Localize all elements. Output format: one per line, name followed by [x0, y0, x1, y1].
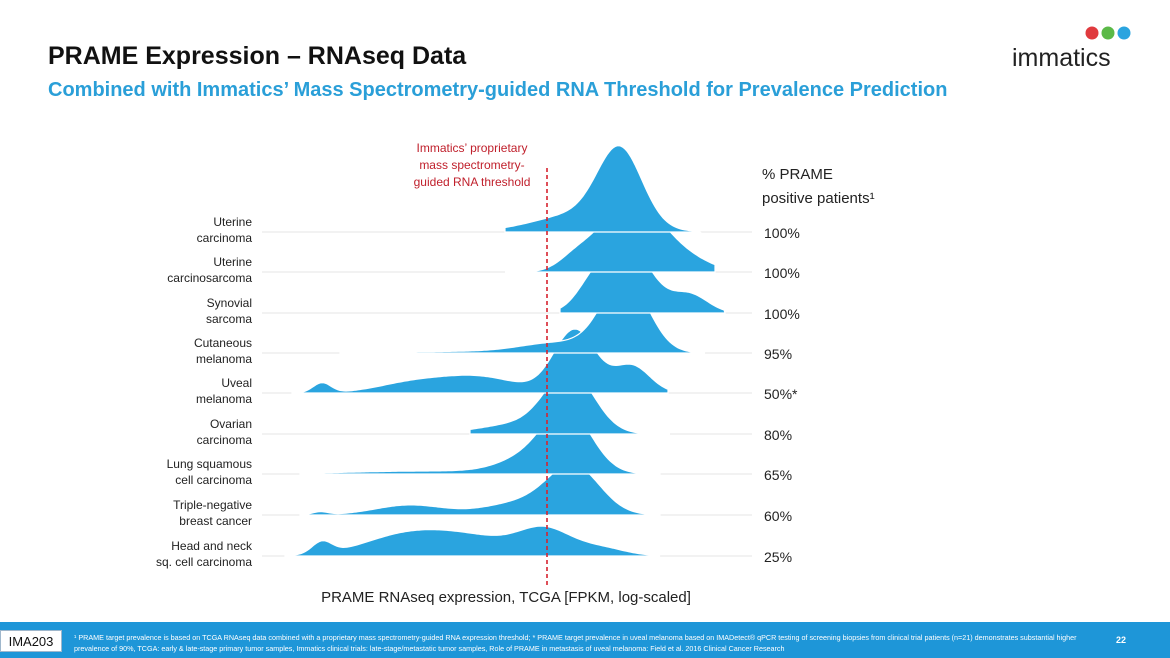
ridge-row — [262, 525, 752, 557]
row-label: Head and neck — [171, 539, 253, 553]
ridges-group — [262, 145, 752, 557]
page-number: 22 — [1116, 635, 1127, 645]
slide-title: PRAME Expression – RNAseq Data — [48, 42, 467, 70]
prevalence-value: 100% — [764, 225, 800, 241]
row-label: Triple-negative — [173, 498, 252, 512]
row-label: Uterine — [213, 215, 252, 229]
prevalence-header-line1: % PRAME — [762, 166, 833, 183]
row-labels: Uterine carcinoma Uterine carcinosarcoma Syn… — [156, 215, 253, 569]
density-curve — [284, 525, 661, 557]
ridge-row — [262, 145, 752, 233]
density-curve — [299, 463, 661, 516]
logo-wordmark: immatics — [1012, 44, 1111, 72]
threshold-label-line: Immatics’ proprietary — [417, 141, 528, 155]
ridge-row — [262, 276, 752, 354]
ridge-row — [262, 407, 752, 475]
row-label: Ovarian — [210, 417, 252, 431]
row-label: Cutaneous — [194, 336, 252, 350]
row-label: sq. cell carcinoma — [156, 555, 252, 569]
prevalence-value: 95% — [764, 346, 792, 362]
prevalence-value: 60% — [764, 508, 792, 524]
row-label: breast cancer — [179, 514, 252, 528]
row-values: 100% 100% 100% 95% 50%* 80% 65% 60% 25% — [764, 225, 800, 565]
prevalence-value: 25% — [764, 549, 792, 565]
row-label: Synovial — [207, 296, 252, 310]
prevalence-header-line2: positive patients¹ — [762, 190, 875, 207]
ridge-row — [262, 328, 752, 394]
prevalence-value: 50%* — [764, 386, 798, 402]
row-label: Uveal — [221, 376, 252, 390]
ridge-row — [262, 463, 752, 516]
footnote: ¹ PRAME target prevalence is based on TC… — [74, 633, 1077, 653]
row-label: carcinoma — [197, 433, 253, 447]
threshold-label: Immatics’ proprietary mass spectrometry-… — [414, 141, 531, 189]
row-label: carcinoma — [197, 231, 253, 245]
immatics-logo: immatics — [1012, 26, 1131, 72]
row-label: Lung squamous — [167, 457, 252, 471]
prevalence-value: 100% — [764, 306, 800, 322]
threshold-label-line: mass spectrometry- — [419, 158, 524, 172]
ridgeline-chart: Uterine carcinoma Uterine carcinosarcoma Syn… — [156, 141, 875, 606]
row-label: sarcoma — [206, 312, 252, 326]
row-label: cell carcinoma — [175, 473, 252, 487]
threshold-label-line: guided RNA threshold — [414, 175, 531, 189]
row-label: Uterine — [213, 255, 252, 269]
footer-bar: IMA203 ¹ PRAME target prevalence is base… — [0, 622, 1170, 658]
slide-subtitle: Combined with Immatics’ Mass Spectrometr… — [48, 79, 948, 101]
row-label: melanoma — [196, 352, 252, 366]
prevalence-value: 80% — [764, 427, 792, 443]
row-label: carcinosarcoma — [167, 271, 252, 285]
prevalence-value: 100% — [764, 265, 800, 281]
prevalence-header: % PRAME positive patients¹ — [762, 166, 875, 207]
density-curve — [504, 145, 702, 233]
row-label: melanoma — [196, 392, 252, 406]
footer-tag: IMA203 — [0, 630, 62, 652]
prevalence-value: 65% — [764, 467, 792, 483]
ridge-row — [262, 194, 752, 273]
x-axis-label: PRAME RNAseq expression, TCGA [FPKM, log… — [321, 589, 691, 606]
